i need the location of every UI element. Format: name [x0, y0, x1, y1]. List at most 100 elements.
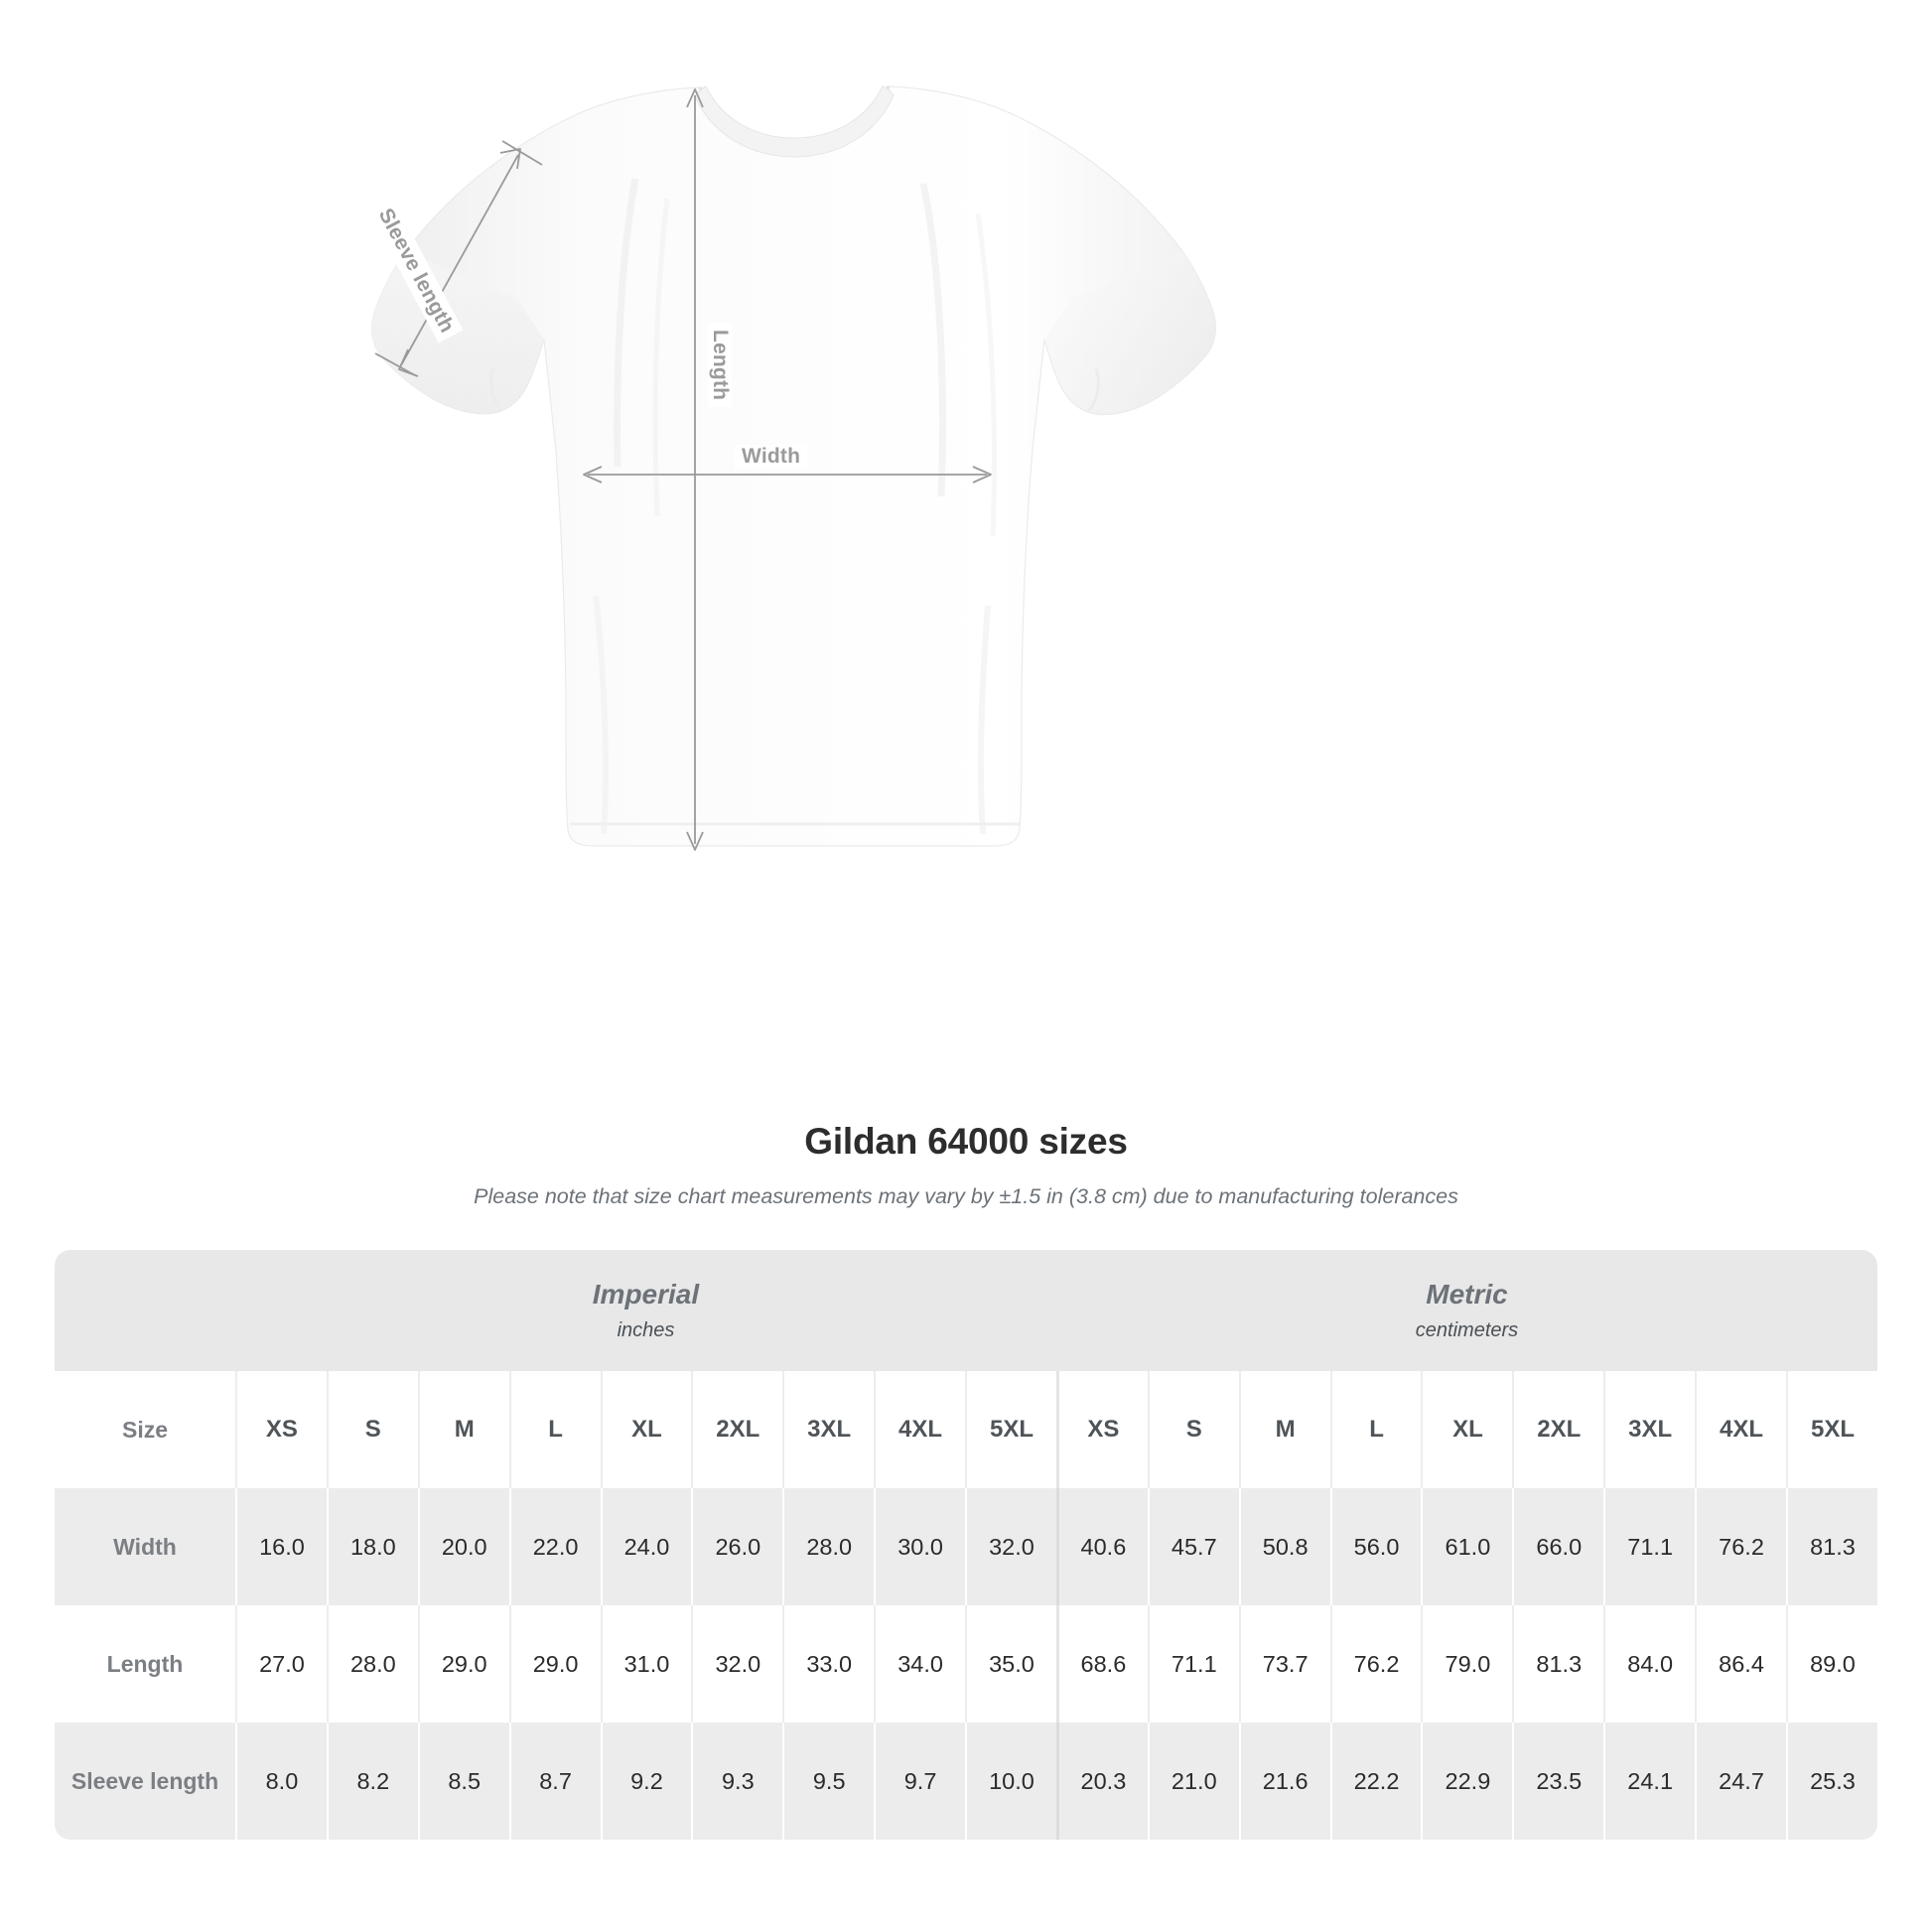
measurement-cell: 9.7 [874, 1723, 965, 1841]
measurement-cell: 16.0 [235, 1488, 327, 1606]
measurement-cell: 24.0 [600, 1488, 692, 1606]
measurement-cell: 9.2 [600, 1723, 692, 1841]
measurement-cell: 32.0 [691, 1605, 783, 1724]
measurement-cell: 26.0 [691, 1488, 783, 1606]
unit-group-title: Imperial [592, 1279, 700, 1311]
measurement-cell: 20.3 [1055, 1723, 1148, 1841]
sleeve-guide-line [400, 154, 519, 366]
group-header-spacer [55, 1250, 235, 1372]
size-column-header: 2XL [691, 1371, 783, 1489]
unit-group-subtitle: centimeters [1415, 1318, 1519, 1341]
measurement-cell: 24.7 [1695, 1723, 1786, 1841]
size-column-header: 4XL [1695, 1371, 1786, 1489]
measurement-cell: 25.3 [1785, 1723, 1877, 1841]
measurement-cell: 27.0 [235, 1605, 327, 1724]
measurement-cell: 24.1 [1603, 1723, 1696, 1841]
measurement-cell: 9.5 [782, 1723, 875, 1841]
measurement-cell: 8.7 [508, 1723, 601, 1841]
measurement-cell: 30.0 [874, 1488, 965, 1606]
measurement-cell: 33.0 [782, 1605, 875, 1724]
measurement-cell: 84.0 [1603, 1605, 1696, 1724]
measurement-cell: 56.0 [1329, 1488, 1422, 1606]
measurement-cell: 32.0 [965, 1488, 1056, 1606]
measurement-cell: 73.7 [1238, 1605, 1330, 1724]
size-column-header: M [1238, 1371, 1330, 1489]
row-label-length: Length [55, 1605, 235, 1724]
unit-group-imperial: Imperial inches [235, 1250, 1056, 1372]
tolerance-note: Please note that size chart measurements… [474, 1183, 1458, 1208]
measurement-cell: 76.2 [1329, 1605, 1422, 1724]
size-column-header: L [1329, 1371, 1422, 1489]
measurement-cell: 71.1 [1603, 1488, 1696, 1606]
length-dimension-label: Length [708, 323, 732, 408]
row-label-width: Width [55, 1488, 235, 1606]
table-row: Size XS S M L XL 2XL 3XL 4XL 5XL XS S M L XL 2XL 3XL 4XL 5… [55, 1371, 1877, 1489]
unit-group-metric: Metric centimeters [1055, 1250, 1877, 1372]
row-label-size: Size [55, 1371, 235, 1489]
measurement-cell: 61.0 [1421, 1488, 1513, 1606]
size-column-header: M [417, 1371, 509, 1489]
measurement-cell: 22.9 [1421, 1723, 1513, 1841]
measurement-cell: 23.5 [1512, 1723, 1604, 1841]
size-column-header: S [1147, 1371, 1239, 1489]
unit-group-title: Metric [1426, 1279, 1508, 1311]
measurement-cell: 18.0 [326, 1488, 418, 1606]
measurement-cell: 45.7 [1147, 1488, 1239, 1606]
size-column-header: 3XL [782, 1371, 875, 1489]
measurement-cell: 71.1 [1147, 1605, 1239, 1724]
measurement-cell: 20.0 [417, 1488, 509, 1606]
measurement-cell: 28.0 [782, 1488, 875, 1606]
measurement-cell: 29.0 [508, 1605, 601, 1724]
table-row: Sleeve length 8.0 8.2 8.5 8.7 9.2 9.3 9.5 9.7 10.… [55, 1723, 1877, 1841]
size-column-header: XS [1055, 1371, 1148, 1489]
measurement-cell: 35.0 [965, 1605, 1056, 1724]
measurement-cell: 68.6 [1055, 1605, 1148, 1724]
table-row: Width 16.0 18.0 20.0 22.0 24.0 26.0 28.0 30.0 32.… [55, 1488, 1877, 1606]
measurement-cell: 10.0 [965, 1723, 1056, 1841]
chart-heading: Gildan 64000 sizes Please note that size… [0, 1121, 1932, 1210]
measurement-cell: 31.0 [600, 1605, 692, 1724]
size-column-header: XL [600, 1371, 692, 1489]
measurement-cell: 22.2 [1329, 1723, 1422, 1841]
measurement-cell: 40.6 [1055, 1488, 1148, 1606]
size-column-header: 3XL [1603, 1371, 1696, 1489]
row-label-sleeve-length: Sleeve length [55, 1723, 235, 1841]
measurement-cell: 28.0 [326, 1605, 418, 1724]
measurement-cell: 22.0 [508, 1488, 601, 1606]
measurement-cell: 8.0 [235, 1723, 327, 1841]
size-column-header: S [326, 1371, 418, 1489]
measurement-cell: 66.0 [1512, 1488, 1604, 1606]
measurement-cell: 76.2 [1695, 1488, 1786, 1606]
measurement-cell: 21.6 [1238, 1723, 1330, 1841]
size-column-header: XL [1421, 1371, 1513, 1489]
unit-group-subtitle: inches [617, 1318, 675, 1341]
measurement-cell: 81.3 [1785, 1488, 1877, 1606]
measurement-cell: 86.4 [1695, 1605, 1786, 1724]
measurement-cell: 50.8 [1238, 1488, 1330, 1606]
size-column-header: 5XL [965, 1371, 1056, 1489]
measurement-cell: 8.2 [326, 1723, 418, 1841]
table-row: Length 27.0 28.0 29.0 29.0 31.0 32.0 33.0 34.0 35… [55, 1605, 1877, 1724]
measurement-cell: 89.0 [1785, 1605, 1877, 1724]
size-table-wrapper: Imperial inches Metric centimeters Size XS S M L… [55, 1250, 1877, 1841]
measurement-cell: 29.0 [417, 1605, 509, 1724]
size-column-header: L [508, 1371, 601, 1489]
measurement-cell: 81.3 [1512, 1605, 1604, 1724]
measurement-cell: 34.0 [874, 1605, 965, 1724]
size-column-header: 4XL [874, 1371, 965, 1489]
size-column-header: 2XL [1512, 1371, 1604, 1489]
unit-group-header-row: Imperial inches Metric centimeters [55, 1250, 1877, 1372]
measurement-guides [374, 88, 992, 851]
measurement-cell: 21.0 [1147, 1723, 1239, 1841]
tshirt-illustration [370, 85, 1217, 851]
size-chart-table: Imperial inches Metric centimeters Size XS S M L… [55, 1250, 1877, 1841]
size-column-header: 5XL [1785, 1371, 1877, 1489]
page-title: Gildan 64000 sizes [804, 1121, 1128, 1162]
size-column-header: XS [235, 1371, 327, 1489]
measurement-cell: 9.3 [691, 1723, 783, 1841]
measurement-cell: 8.5 [417, 1723, 509, 1841]
width-dimension-label: Width [735, 445, 808, 469]
measurement-cell: 79.0 [1421, 1605, 1513, 1724]
tshirt-diagram: Width Length Sleeve length [370, 85, 1217, 851]
